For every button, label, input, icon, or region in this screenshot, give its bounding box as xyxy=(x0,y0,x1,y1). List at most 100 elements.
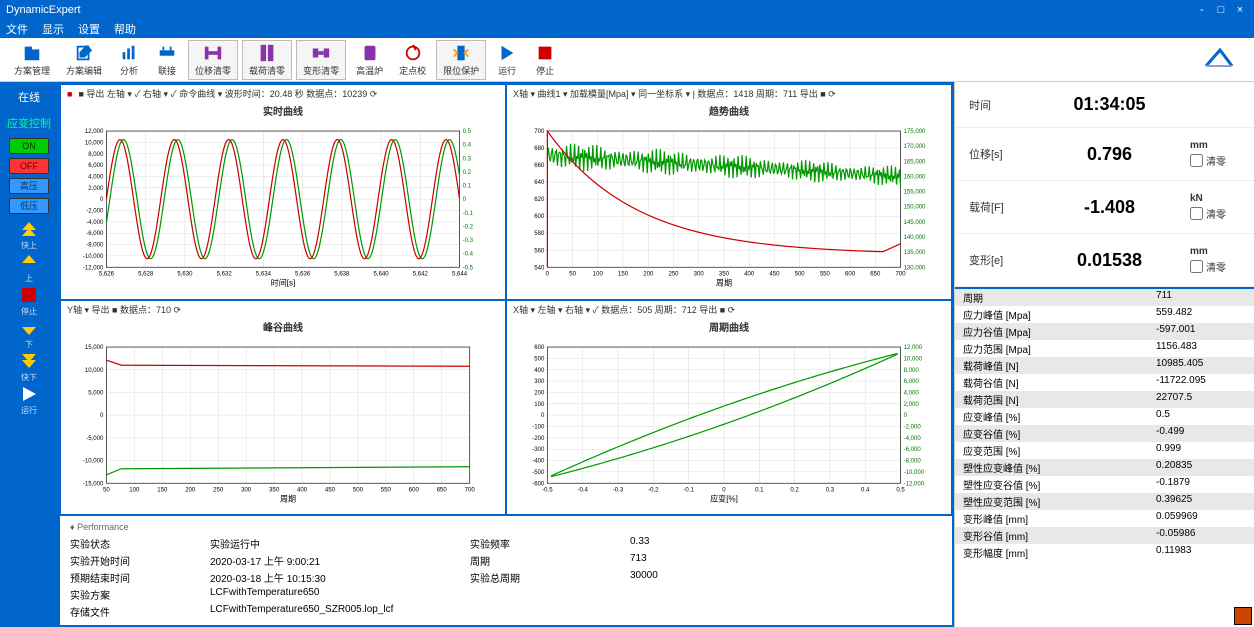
table-row: 变形谷值 [mm]-0.05986 xyxy=(955,527,1254,544)
off-button[interactable]: OFF xyxy=(9,158,49,174)
axial-clear-button[interactable]: 位移清零 xyxy=(188,40,238,80)
svg-text:-12,000: -12,000 xyxy=(904,481,925,487)
svg-text:-12,000: -12,000 xyxy=(83,265,104,271)
origin-button[interactable]: 定点校 xyxy=(393,41,432,79)
furnace-icon xyxy=(359,43,381,63)
svg-text:5,638: 5,638 xyxy=(334,271,350,277)
table-row: 载荷峰值 [N]10985.405 xyxy=(955,357,1254,374)
svg-text:2,000: 2,000 xyxy=(904,401,920,407)
svg-text:5,630: 5,630 xyxy=(177,271,193,277)
svg-text:8,000: 8,000 xyxy=(904,367,920,373)
svg-text:560: 560 xyxy=(534,248,545,254)
svg-text:100: 100 xyxy=(534,401,545,407)
table-row: 载荷谷值 [N]-11722.095 xyxy=(955,374,1254,391)
table-row: 应变谷值 [%]-0.499 xyxy=(955,425,1254,442)
scheme-manage-button[interactable]: 方案管理 xyxy=(8,41,56,79)
metric-label: 载荷[F] xyxy=(969,199,1029,215)
chart-peakvalley-header[interactable]: Y轴 ▾ 导出 ■ 数据点：710 ⟳ xyxy=(61,301,505,318)
status-label: 在线 xyxy=(18,86,40,108)
svg-text:300: 300 xyxy=(534,379,545,385)
svg-text:-4,000: -4,000 xyxy=(904,435,922,441)
metric-label: 时间 xyxy=(969,97,1029,113)
high-pressure-button[interactable]: 高压 xyxy=(9,178,49,194)
menu-帮助[interactable]: 帮助 xyxy=(114,21,136,37)
svg-text:4,000: 4,000 xyxy=(904,390,920,396)
maximize-button[interactable]: □ xyxy=(1213,4,1229,16)
limit-button[interactable]: 限位保护 xyxy=(436,40,486,80)
origin-icon xyxy=(402,43,424,63)
up-button[interactable] xyxy=(16,251,42,273)
zero-checkbox[interactable]: 清零 xyxy=(1190,206,1240,221)
chart-cycle-header[interactable]: X轴 ▾ 左轴 ▾ 右轴 ▾ ✓ 数据点：505 周期：712 导出 ■ ⟳ xyxy=(507,301,951,318)
chart-realtime-header[interactable]: ■■ 导出 左轴 ▾ ✓ 右轴 ▾ ✓ 命令曲线 ▾ 波形时间：20.48 秒 … xyxy=(61,85,505,102)
low-pressure-button[interactable]: 低压 xyxy=(9,198,49,214)
right-panel: 时间01:34:05位移[s]0.796mm 清零载荷[F]-1.408kN 清… xyxy=(954,82,1254,627)
svg-text:-10,000: -10,000 xyxy=(83,458,104,464)
svg-text:250: 250 xyxy=(213,487,224,493)
menu-显示[interactable]: 显示 xyxy=(42,21,64,37)
svg-text:0.5: 0.5 xyxy=(896,487,905,493)
metric-unit: mm xyxy=(1190,246,1240,257)
limit-icon xyxy=(450,43,472,63)
svg-text:350: 350 xyxy=(269,487,280,493)
svg-text:0: 0 xyxy=(100,413,104,419)
axial-clear-icon xyxy=(202,43,224,63)
svg-text:700: 700 xyxy=(465,487,476,493)
svg-text:5,634: 5,634 xyxy=(256,271,272,277)
chart-realtime: ■■ 导出 左轴 ▾ ✓ 右轴 ▾ ✓ 命令曲线 ▾ 波形时间：20.48 秒 … xyxy=(60,84,506,300)
svg-text:500: 500 xyxy=(353,487,364,493)
app-logo-icon xyxy=(1202,44,1236,75)
svg-text:0.2: 0.2 xyxy=(463,170,472,176)
run-button[interactable]: 运行 xyxy=(490,41,524,79)
down-button[interactable] xyxy=(16,317,42,339)
chart-trend-title: 趋势曲线 xyxy=(507,102,951,119)
svg-text:5,632: 5,632 xyxy=(217,271,233,277)
svg-text:5,000: 5,000 xyxy=(88,390,104,396)
svg-text:175,000: 175,000 xyxy=(904,129,926,135)
svg-text:-0.4: -0.4 xyxy=(577,487,588,493)
run-icon xyxy=(496,43,518,63)
metrics-panel: 时间01:34:05位移[s]0.796mm 清零载荷[F]-1.408kN 清… xyxy=(955,82,1254,287)
stop-move-button[interactable] xyxy=(16,284,42,306)
svg-text:700: 700 xyxy=(895,271,906,277)
menu-设置[interactable]: 设置 xyxy=(78,21,100,37)
furnace-button[interactable]: 高温炉 xyxy=(350,41,389,79)
svg-text:700: 700 xyxy=(534,129,545,135)
window-controls: - □ × xyxy=(1194,4,1248,16)
zero-checkbox[interactable]: 清零 xyxy=(1190,259,1240,274)
svg-text:-8,000: -8,000 xyxy=(904,458,922,464)
svg-text:680: 680 xyxy=(534,146,545,152)
fast-down-button[interactable] xyxy=(16,350,42,372)
table-row: 变形峰值 [mm]0.059969 xyxy=(955,510,1254,527)
svg-text:600: 600 xyxy=(534,345,545,351)
svg-text:-8,000: -8,000 xyxy=(86,243,104,249)
minimize-button[interactable]: - xyxy=(1194,4,1210,16)
svg-text:450: 450 xyxy=(325,487,336,493)
svg-text:50: 50 xyxy=(103,487,110,493)
stop-button[interactable]: 停止 xyxy=(528,41,562,79)
svg-text:130,000: 130,000 xyxy=(904,265,926,271)
svg-text:600: 600 xyxy=(534,214,545,220)
zero-checkbox[interactable]: 清零 xyxy=(1190,153,1240,168)
deform-clear-button[interactable]: 变形清零 xyxy=(296,40,346,80)
run-side-button[interactable] xyxy=(16,383,42,405)
analysis-button[interactable]: 分析 xyxy=(112,41,146,79)
svg-text:100: 100 xyxy=(129,487,140,493)
metric-unit: mm xyxy=(1190,140,1240,151)
svg-text:-2,000: -2,000 xyxy=(86,209,104,215)
svg-text:580: 580 xyxy=(534,231,545,237)
table-row: 塑性应变范围 [%]0.39625 xyxy=(955,493,1254,510)
on-button[interactable]: ON xyxy=(9,138,49,154)
svg-text:0.1: 0.1 xyxy=(755,487,764,493)
chart-trend-header[interactable]: X轴 ▾ 曲线1 ▾ 加载模量[Mpa] ▾ 同一坐标系 ▾ | 数据点：141… xyxy=(507,85,951,102)
fast-up-button[interactable] xyxy=(16,218,42,240)
svg-text:0.2: 0.2 xyxy=(790,487,799,493)
notification-icon[interactable] xyxy=(1234,607,1252,625)
scheme-edit-button[interactable]: 方案编辑 xyxy=(60,41,108,79)
menu-文件[interactable]: 文件 xyxy=(6,21,28,37)
close-button[interactable]: × xyxy=(1232,4,1248,16)
load-clear-button[interactable]: 载荷清零 xyxy=(242,40,292,80)
svg-text:-10,000: -10,000 xyxy=(904,469,925,475)
svg-text:12,000: 12,000 xyxy=(85,129,104,135)
connect-button[interactable]: 联接 xyxy=(150,41,184,79)
